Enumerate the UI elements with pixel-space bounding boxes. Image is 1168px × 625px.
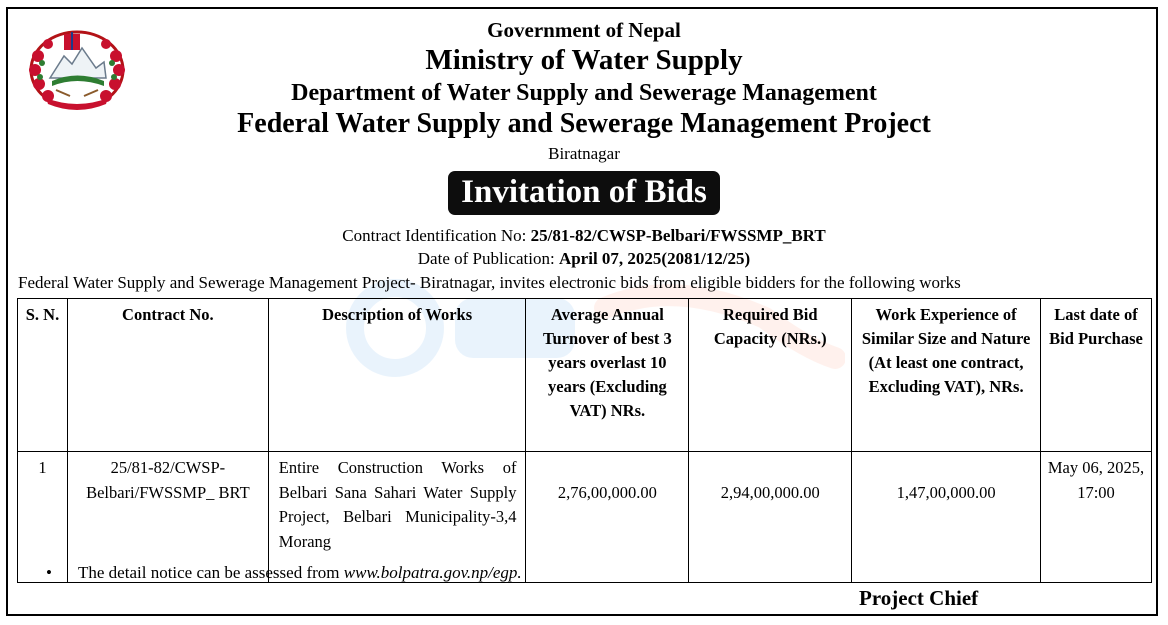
notice-frame [6,7,1158,616]
publication-date: Date of Publication: April 07, 2025(2081… [0,249,1168,269]
header-description: Description of Works [267,298,527,452]
publication-label: Date of Publication: [417,249,559,268]
intro-text: Federal Water Supply and Sewerage Manage… [18,273,961,292]
detail-note: • The detail notice can be assessed from … [46,563,522,583]
cell-capacity: 2,94,00,000.00 [688,451,853,583]
cell-description: Entire Construction Works of Belbari San… [267,451,527,583]
header-last-date: Last date of Bid Purchase [1040,298,1152,452]
header-experience: Work Experience of Similar Size and Natu… [851,298,1042,452]
bullet-icon: • [46,563,52,582]
note-prefix: The detail notice can be assessed from [78,563,344,582]
cell-experience: 1,47,00,000.00 [851,451,1042,583]
location-text: Biratnagar [548,144,620,163]
header-contract: Contract No. [66,298,269,452]
header-turnover: Average Annual Turnover of best 3 years … [525,298,690,452]
table-row: 1 25/81-82/CWSP-Belbari/FWSSMP_ BRT Enti… [17,451,1152,583]
header-capacity: Required Bid Capacity (NRs.) [688,298,853,452]
header-sn: S. N. [17,298,68,452]
bolpatra-link[interactable]: www.bolpatra.gov.np/egp. [343,563,522,582]
contract-identification: Contract Identification No: 25/81-82/CWS… [0,226,1168,246]
table-header-row: S. N. Contract No. Description of Works … [17,298,1152,452]
ministry-heading: Ministry of Water Supply [425,44,743,76]
government-heading: Government of Nepal [487,18,681,42]
publication-value: April 07, 2025(2081/12/25) [558,249,751,268]
cell-last-date: May 06, 2025, 17:00 [1040,451,1152,583]
signatory: Project Chief [859,586,979,610]
cell-turnover: 2,76,00,000.00 [525,451,690,583]
project-heading: Federal Water Supply and Sewerage Manage… [237,108,931,139]
title-wrap: Invitation of Bids [0,171,1168,215]
department-heading: Department of Water Supply and Sewerage … [291,80,877,106]
contract-id-label: Contract Identification No: [342,226,531,245]
nepal-emblem-icon [29,30,125,110]
notice-title: Invitation of Bids [448,171,720,215]
cell-contract: 25/81-82/CWSP-Belbari/FWSSMP_ BRT [66,451,269,583]
works-table: S. N. Contract No. Description of Works … [17,298,1152,583]
contract-id-value: 25/81-82/CWSP-Belbari/FWSSMP_BRT [530,226,826,245]
